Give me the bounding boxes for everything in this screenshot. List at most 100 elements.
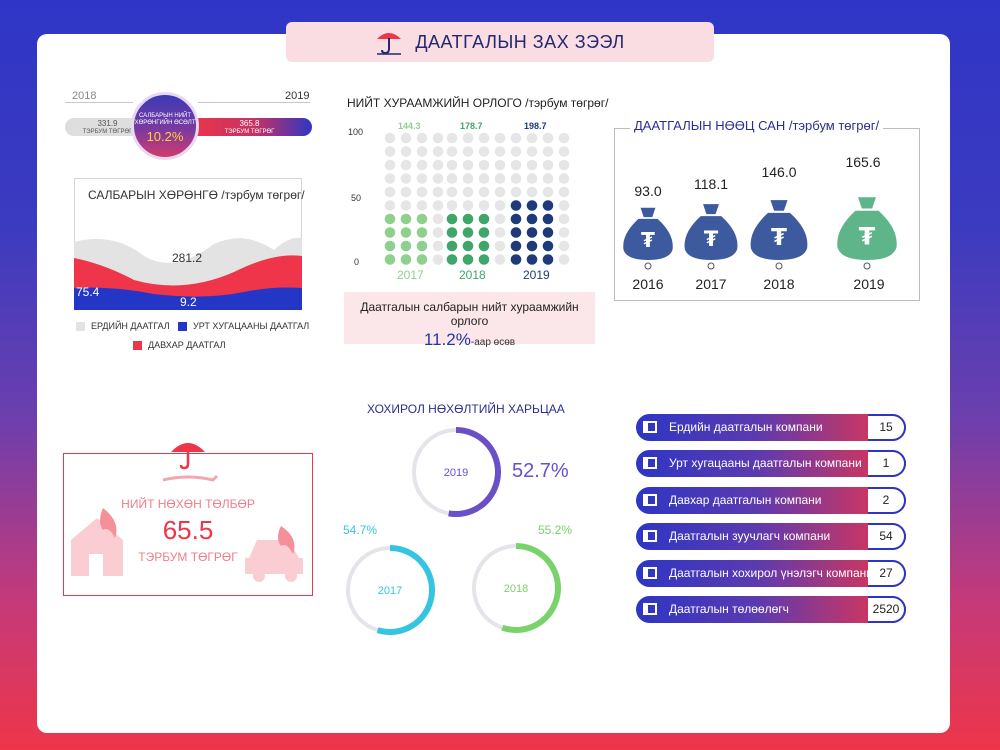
waffle-dot-empty (478, 132, 490, 144)
waffle-dot-filled (510, 254, 522, 265)
company-count: 15 (868, 414, 906, 441)
waffle-dot-filled (478, 240, 490, 252)
y-tick: 100 (348, 127, 364, 137)
waffle-dot-empty (432, 173, 444, 184)
company-name: Ердийн даатгалын компани (669, 420, 823, 434)
waffle-dot-empty (432, 240, 444, 252)
waffle-dot-filled (384, 240, 396, 252)
waffle-dot-filled (542, 227, 554, 238)
waffle-dot-empty (462, 200, 474, 211)
premium-note-text: Даатгалын салбарын нийт хураамжийн орлог… (360, 300, 579, 328)
car-fire-icon (245, 526, 303, 582)
assets-chart-title: САЛБАРЫН ХӨРӨНГӨ /тэрбум төгрөг/ (88, 188, 305, 202)
assets-growth-circle: САЛБАРЫН НИЙТ ХӨРӨНГИЙН ӨСӨЛТ 10.2% (131, 92, 199, 160)
premium-2018-label: 178.7 (460, 121, 483, 131)
company-count: 27 (868, 560, 906, 587)
waffle-dot-empty (558, 200, 570, 211)
waffle-dot-filled (526, 213, 538, 225)
waffle-dot-filled (384, 254, 396, 265)
reserve-2018-value: 146.0 (761, 164, 797, 180)
waffle-dot-empty (432, 146, 444, 157)
donut-year: 2019 (444, 467, 468, 479)
legend-label: ЕРДИЙН ДААТГАЛ (91, 321, 170, 331)
waffle-dot-empty (384, 200, 396, 211)
ratio-2019-pct: 52.7% (512, 460, 569, 482)
area-life (74, 287, 302, 310)
waffle-dot-empty (432, 186, 444, 198)
waffle-dot-empty (558, 132, 570, 144)
waffle-dot-filled (416, 240, 428, 252)
waffle-dot-empty (400, 173, 412, 184)
premium-growth-value: 11.2%-аар өсөв (344, 330, 595, 350)
premium-year-2018: 2018 (459, 268, 486, 282)
waffle-dot-empty (526, 186, 538, 198)
ratio-2017-pct: 54.7% (343, 523, 378, 537)
waffle-dot-filled (400, 213, 412, 225)
company-name: Даатгалын зуучлагч компани (669, 529, 831, 543)
company-row: Даатгалын төлөөлөгч 2520 (636, 596, 906, 623)
tag-icon (643, 457, 657, 469)
waffle-dot-empty (462, 186, 474, 198)
waffle-dot-filled (462, 227, 474, 238)
company-row: Даатгалын зуучлагч компани 54 (636, 523, 906, 550)
waffle-dot-filled (416, 254, 428, 265)
claims-title: НИЙТ НӨХӨН ТӨЛБӨР (121, 497, 255, 511)
premium-growth-note: Даатгалын салбарын нийт хураамжийн орлог… (344, 292, 595, 349)
area-label-general: 281.2 (172, 251, 202, 265)
company-count: 1 (868, 450, 906, 477)
waffle-dot-empty (462, 146, 474, 157)
claims-ratio-title: ХОХИРОЛ НӨХӨЛТИЙН ХАРЬЦАА (367, 402, 565, 416)
waffle-dot-empty (384, 186, 396, 198)
waffle-dot-empty (478, 159, 490, 171)
company-count: 2520 (868, 596, 906, 623)
legend-item: УРТ ХУГАЦААНЫ ДААТГАЛ (178, 321, 309, 331)
company-count: 54 (868, 523, 906, 550)
waffle-dot-filled (462, 213, 474, 225)
bag-pin (775, 262, 783, 270)
waffle-dot-empty (384, 132, 396, 144)
waffle-dot-empty (432, 254, 444, 265)
premium-year-2017: 2017 (397, 268, 424, 282)
waffle-dot-empty (510, 173, 522, 184)
waffle-dot-empty (432, 227, 444, 238)
waffle-dot-empty (400, 200, 412, 211)
waffle-dot-filled (510, 213, 522, 225)
waffle-dot-filled (510, 200, 522, 211)
waffle-dot-empty (416, 159, 428, 171)
assets-2019-value: 365.8 (239, 119, 260, 128)
reserve-fund-title: ДААТГАЛЫН НӨӨЦ САН /тэрбум төгрөг/ (630, 118, 884, 133)
donut-year: 2018 (504, 583, 528, 595)
waffle-dot-empty (558, 186, 570, 198)
waffle-dot-empty (416, 132, 428, 144)
waffle-dot-empty (542, 186, 554, 198)
waffle-dot-empty (542, 146, 554, 157)
waffle-dot-empty (462, 173, 474, 184)
legend-swatch (76, 321, 85, 331)
premium-growth-suffix: -аар өсөв (470, 337, 516, 348)
waffle-dot-empty (416, 200, 428, 211)
waffle-dot-empty (494, 146, 506, 157)
waffle-dot-filled (510, 227, 522, 238)
tugrik-icon: ₮ (641, 228, 655, 252)
umbrella-hand-icon (162, 443, 219, 482)
waffle-dot-filled (416, 227, 428, 238)
growth-label: САЛБАРЫН НИЙТ ХӨРӨНГИЙН ӨСӨЛТ (134, 113, 196, 126)
premium-year-2019: 2019 (523, 268, 550, 282)
tugrik-icon: ₮ (704, 227, 719, 251)
waffle-dot-empty (542, 132, 554, 144)
reserve-year-2019: 2019 (853, 276, 885, 292)
waffle-dot-empty (494, 159, 506, 171)
waffle-dot-empty (478, 146, 490, 157)
legend-label: УРТ ХУГАЦААНЫ ДААТГАЛ (193, 321, 310, 331)
waffle-dot-empty (542, 159, 554, 171)
company-row: Давхар даатгалын компани 2 (636, 487, 906, 514)
waffle-dot-filled (542, 254, 554, 265)
waffle-dot-filled (400, 227, 412, 238)
legend-item: ДАВХАР ДААТГАЛ (133, 340, 226, 350)
tugrik-icon: ₮ (859, 222, 876, 250)
waffle-dot-empty (400, 159, 412, 171)
waffle-dot-empty (494, 240, 506, 252)
waffle-dot-empty (462, 159, 474, 171)
donut-arc (345, 545, 435, 635)
y-tick: 50 (351, 193, 362, 203)
